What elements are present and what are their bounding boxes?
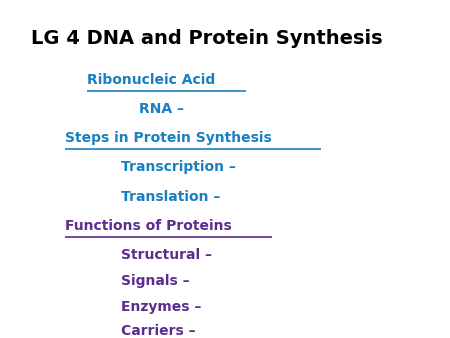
- Text: Structural –: Structural –: [122, 248, 212, 262]
- Text: Steps in Protein Synthesis: Steps in Protein Synthesis: [65, 131, 272, 145]
- Text: Translation –: Translation –: [122, 190, 220, 203]
- Text: RNA –: RNA –: [139, 102, 184, 116]
- Text: Functions of Proteins: Functions of Proteins: [65, 219, 232, 233]
- Text: Signals –: Signals –: [122, 274, 190, 288]
- Text: Enzymes –: Enzymes –: [122, 300, 202, 314]
- Text: Transcription –: Transcription –: [122, 160, 236, 174]
- Text: Ribonucleic Acid: Ribonucleic Acid: [87, 73, 215, 87]
- Text: Carriers –: Carriers –: [122, 324, 196, 338]
- Text: LG 4 DNA and Protein Synthesis: LG 4 DNA and Protein Synthesis: [31, 29, 382, 48]
